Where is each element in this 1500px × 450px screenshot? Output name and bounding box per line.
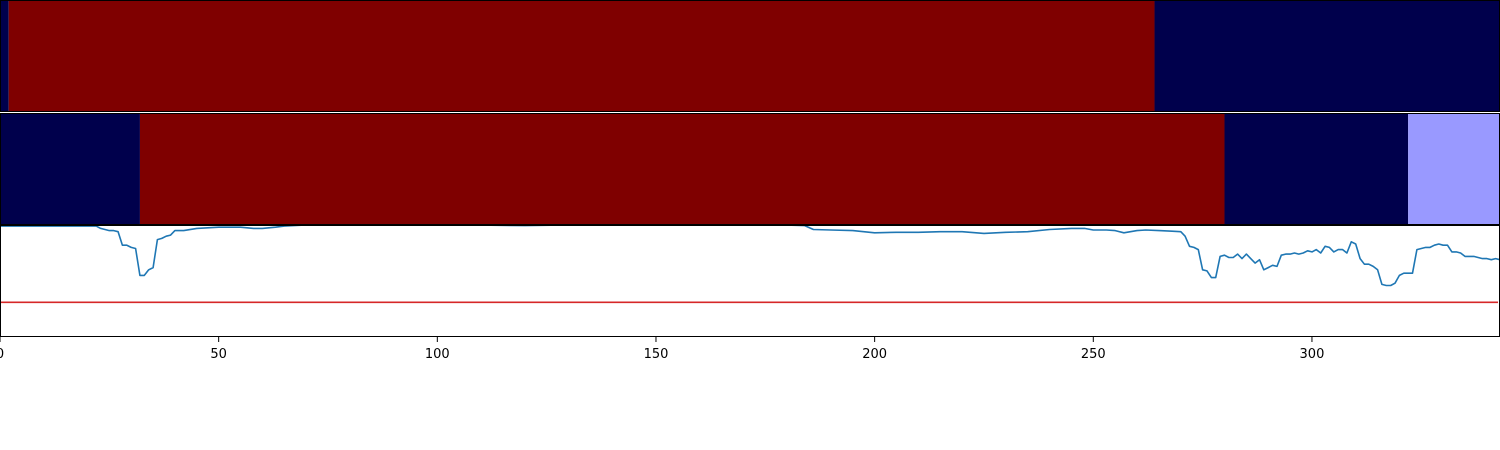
x-tick-label: 150	[644, 347, 669, 362]
band-segment	[1154, 0, 1500, 112]
x-tick-label: 250	[1081, 347, 1106, 362]
band-segment	[1224, 113, 1409, 225]
band-segment	[0, 113, 140, 225]
signal-line	[0, 224, 1500, 287]
top-state-band-panel	[0, 0, 1500, 112]
x-tick-label: 0	[0, 347, 4, 362]
bottom-signal-panel	[0, 224, 1500, 337]
band-segment	[0, 0, 9, 112]
plot-background	[0, 225, 1500, 337]
band-segment	[139, 113, 1225, 225]
x-tick-label: 200	[862, 347, 887, 362]
x-axis: 0 50 100 150 200 250 300	[0, 337, 1324, 362]
x-tick-label: 50	[210, 347, 227, 362]
x-tick-label: 100	[425, 347, 450, 362]
x-tick-label: 300	[1300, 347, 1325, 362]
band-segment	[8, 0, 1155, 112]
band-segment	[1408, 113, 1500, 225]
middle-state-band-panel	[0, 113, 1500, 225]
